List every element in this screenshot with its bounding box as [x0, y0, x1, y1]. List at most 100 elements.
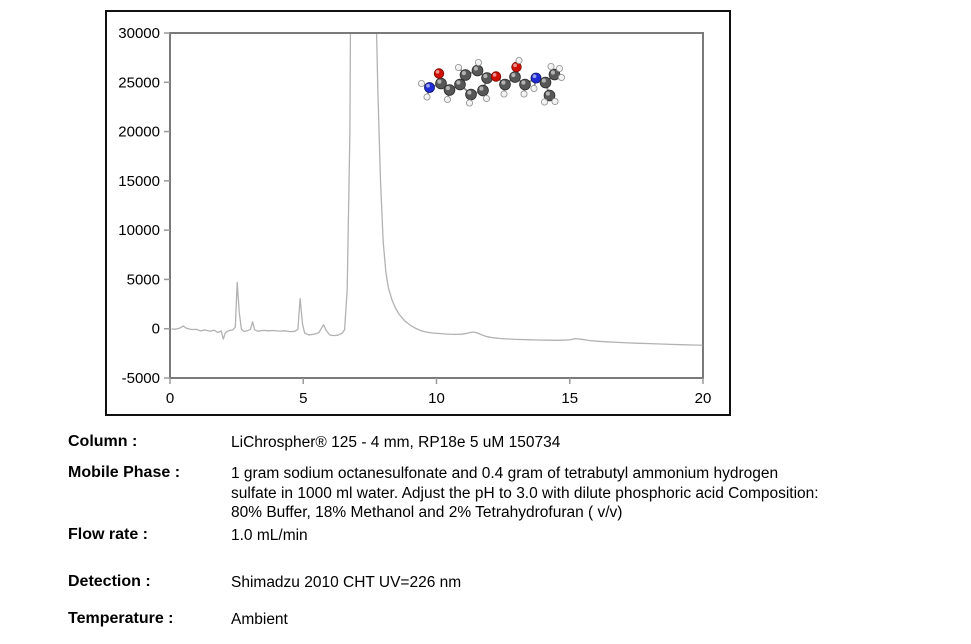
atom-highlight	[419, 81, 422, 84]
atom-C	[443, 84, 456, 96]
detail-label: Mobile Phase :	[68, 464, 181, 481]
atom-highlight	[435, 69, 440, 74]
atom-C	[509, 71, 521, 83]
detail-value-line: 1 gram sodium octanesulfonate and 0.4 gr…	[231, 465, 779, 482]
chromatogram-trace	[171, 34, 703, 346]
atom-highlight	[542, 99, 545, 103]
atom-highlight	[501, 91, 505, 95]
atom-H	[454, 64, 462, 72]
y-tick-label: 5000	[127, 271, 160, 288]
atom-H	[520, 90, 528, 98]
x-tick-label: 20	[695, 390, 712, 407]
atom-H	[530, 85, 538, 93]
y-tick-label: 25000	[118, 74, 160, 91]
chromatogram-figure: 30000 25000 20000 15000 10000 5000 0 -5000 0 5 10 1…	[105, 10, 731, 416]
atom-highlight	[492, 72, 497, 77]
atom-C	[499, 78, 511, 91]
molecule-structure-image	[417, 57, 566, 107]
atom-highlight	[521, 91, 525, 95]
detail-value: Shimadzu 2010 CHT UV=226 nm	[231, 573, 461, 593]
atom-C	[454, 78, 466, 91]
atom-highlight	[426, 83, 430, 88]
atom-H	[443, 96, 451, 104]
axes: 30000 25000 20000 15000 10000 5000 0 -5000 0 5 10 1…	[118, 25, 711, 407]
method-details: Column : LiChrospher® 125 - 4 mm, RP18e 5…	[0, 420, 971, 644]
atom-H	[500, 90, 508, 98]
detail-value-line: 80% Buffer, 18% Methanol and 2% Tetrahyd…	[231, 504, 623, 521]
y-tick-label: 10000	[118, 222, 160, 239]
x-tick-label: 10	[428, 390, 445, 407]
atom-highlight	[545, 91, 550, 96]
atom-C	[481, 72, 493, 84]
detail-label: Temperature :	[68, 610, 174, 627]
detail-value-line: sulfate in 1000 ml water. Adjust the pH …	[231, 484, 819, 502]
detail-label: Column :	[68, 433, 138, 450]
atom-highlight	[445, 86, 450, 91]
atom-H	[417, 80, 425, 88]
atom-highlight	[456, 65, 459, 68]
detail-value-line: Shimadzu 2010 CHT UV=226 nm	[231, 574, 462, 591]
atom-highlight	[552, 99, 556, 102]
atom-highlight	[532, 74, 537, 79]
atom-highlight	[541, 78, 546, 83]
atom-C	[477, 84, 489, 97]
atom-highlight	[513, 63, 517, 68]
atom-H	[541, 98, 549, 106]
atom-highlight	[456, 80, 461, 85]
y-tick-label: 20000	[118, 124, 160, 141]
detail-value-line: LiChrospher® 125 - 4 mm, RP18e 5 uM 1507…	[231, 434, 561, 451]
atom-highlight	[501, 80, 506, 85]
x-tick-label: 0	[166, 390, 174, 407]
atom-O	[433, 68, 445, 79]
trace-line	[171, 34, 703, 346]
atom-highlight	[516, 58, 520, 61]
detail-value: LiChrospher® 125 - 4 mm, RP18e 5 uM 1507…	[231, 433, 560, 453]
atom-highlight	[461, 71, 466, 76]
atom-H	[465, 99, 473, 107]
detail-label: Detection :	[68, 573, 151, 590]
atom-highlight	[424, 94, 428, 98]
y-tick-label: -5000	[122, 370, 160, 387]
atom-highlight	[467, 90, 472, 95]
atom-highlight	[557, 66, 560, 69]
x-tick-label: 15	[561, 390, 578, 407]
x-tick-label: 5	[299, 390, 307, 407]
detail-value: 1.0 mL/min	[231, 526, 308, 546]
y-tick-label: 30000	[118, 25, 160, 42]
detail-value: Ambient	[231, 610, 288, 630]
atom-highlight	[479, 86, 484, 91]
atom-C	[471, 64, 484, 77]
detail-label: Flow rate :	[68, 526, 149, 543]
atom-O	[490, 71, 502, 82]
atom-H	[515, 57, 523, 65]
atom-C	[459, 69, 472, 81]
atom-highlight	[550, 70, 555, 75]
atom-highlight	[473, 66, 478, 71]
detail-value-line: 1.0 mL/min	[231, 527, 308, 544]
atom-highlight	[467, 100, 470, 104]
atom-C	[465, 88, 477, 101]
atom-highlight	[531, 86, 535, 89]
atom-highlight	[445, 97, 448, 100]
detail-value-line: Ambient	[231, 611, 288, 628]
atom-N	[530, 72, 542, 84]
atom-C	[539, 76, 552, 89]
atom-H	[474, 59, 482, 67]
atom-highlight	[559, 75, 562, 78]
atom-H	[482, 95, 490, 103]
atom-highlight	[484, 96, 487, 99]
atom-N	[424, 82, 435, 93]
y-tick-label: 0	[152, 321, 160, 338]
atom-highlight	[521, 80, 526, 85]
atom-highlight	[483, 74, 488, 79]
atom-highlight	[437, 79, 442, 84]
atom-highlight	[548, 64, 552, 67]
chromatogram-plot: 30000 25000 20000 15000 10000 5000 0 -5000 0 5 10 1…	[118, 25, 711, 407]
detail-value: 1 gram sodium octanesulfonate and 0.4 gr…	[231, 464, 819, 523]
atom-H	[558, 74, 566, 82]
atom-H	[547, 63, 555, 71]
atom-H	[423, 93, 431, 101]
atom-H	[551, 98, 559, 106]
atom-highlight	[476, 60, 479, 63]
atom-C	[519, 78, 531, 91]
